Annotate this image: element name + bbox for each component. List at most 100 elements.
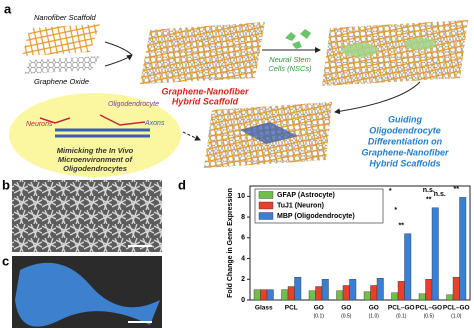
neurons-art bbox=[39, 114, 146, 126]
panel-label: b bbox=[2, 177, 10, 192]
bar bbox=[349, 279, 357, 301]
significance-label: ** bbox=[426, 197, 432, 204]
nsc-label: Neural Stem bbox=[269, 55, 311, 64]
significance-label: ** bbox=[399, 223, 405, 230]
merge-arrow bbox=[104, 41, 132, 67]
bar bbox=[459, 197, 467, 301]
x-tick-note: (1.0) bbox=[369, 313, 380, 319]
y-tick-label: 4 bbox=[241, 255, 245, 262]
x-tick-note: (1.0) bbox=[451, 313, 462, 319]
bar bbox=[336, 290, 344, 301]
hybrid-label: Graphene-Nanofiber bbox=[161, 86, 249, 96]
bar bbox=[315, 286, 323, 301]
x-tick-note: (0.5) bbox=[341, 313, 352, 319]
bar bbox=[425, 279, 433, 301]
panel-label: d bbox=[178, 177, 186, 192]
bar bbox=[452, 277, 460, 301]
cell bbox=[342, 43, 378, 57]
bar bbox=[287, 286, 295, 301]
x-tick-label: PCL bbox=[285, 305, 298, 312]
guiding-label: Graphene-Nanofiber bbox=[361, 147, 449, 157]
guiding-label: Differentiation on bbox=[368, 136, 443, 146]
oligo-stain bbox=[15, 262, 160, 327]
x-tick-note: (0.1) bbox=[396, 313, 407, 319]
diff-arrow bbox=[334, 81, 421, 115]
nsc-cells bbox=[285, 29, 311, 49]
x-tick-note: (0.1) bbox=[314, 313, 325, 319]
y-tick-label: 6 bbox=[241, 235, 245, 242]
bar bbox=[363, 291, 371, 301]
hybrid-fiber bbox=[140, 22, 265, 84]
significance-label: ** bbox=[454, 186, 460, 193]
hybrid-label: Hybrid Scaffold bbox=[172, 96, 239, 106]
legend-swatch bbox=[258, 212, 274, 220]
bar bbox=[376, 278, 384, 301]
y-tick-label: 0 bbox=[241, 297, 245, 304]
oligo-cells bbox=[240, 122, 298, 144]
significance-label: * bbox=[394, 207, 397, 214]
bar bbox=[418, 293, 426, 301]
bar bbox=[266, 289, 274, 301]
significance-label: n.s. bbox=[434, 191, 446, 198]
x-tick-label: GO bbox=[314, 305, 324, 312]
graphene-label: Graphene Oxide bbox=[34, 77, 89, 86]
bar bbox=[370, 285, 378, 301]
panel-label: a bbox=[4, 1, 12, 16]
cell bbox=[404, 38, 436, 50]
nanofiber-mesh bbox=[22, 24, 100, 56]
legend-label: TuJ1 (Neuron) bbox=[277, 202, 324, 209]
plot-frame bbox=[249, 185, 471, 301]
bar bbox=[446, 294, 454, 301]
axons-label: Axons bbox=[144, 120, 165, 127]
sem-image bbox=[12, 180, 162, 252]
x-tick-label: PCL–GO bbox=[388, 305, 415, 312]
neurons-label: Neurons bbox=[26, 121, 53, 128]
bar bbox=[294, 277, 302, 301]
bar bbox=[308, 290, 316, 301]
significance-label: n.s. bbox=[423, 187, 435, 194]
legend-label: GFAP (Astrocyte) bbox=[277, 192, 335, 199]
axons-art bbox=[55, 128, 150, 138]
scaffold-label: Nanofiber Scaffold bbox=[34, 13, 97, 22]
y-tick-label: 10 bbox=[237, 193, 245, 200]
bar bbox=[342, 285, 350, 301]
bar-chart: Fold Change in Gene Expression 0 2 4 6 8 10 Gla… bbox=[227, 185, 471, 319]
bar bbox=[431, 207, 439, 301]
mimic-arrow bbox=[182, 131, 201, 141]
bar bbox=[391, 292, 399, 301]
oligodendrocyte-label: Oligodendrocyte bbox=[108, 101, 159, 108]
bar bbox=[281, 289, 289, 301]
x-tick-label: GO bbox=[341, 305, 351, 312]
y-tick-label: 8 bbox=[241, 214, 245, 221]
seeded-fiber bbox=[322, 20, 468, 86]
mimic-label: Mimicking the In Vivo bbox=[57, 146, 134, 155]
y-axis-label: Fold Change in Gene Expression bbox=[227, 188, 234, 298]
x-tick-label: Glass bbox=[255, 305, 273, 312]
bar bbox=[397, 281, 405, 301]
bar bbox=[253, 289, 261, 301]
guiding-label: Guiding bbox=[388, 114, 422, 124]
panel-label: c bbox=[2, 253, 9, 268]
legend-swatch bbox=[258, 201, 274, 210]
mimic-label: Oligodendrocytes bbox=[63, 164, 127, 173]
guiding-label: Hybrid Scaffolds bbox=[369, 158, 440, 168]
bar bbox=[260, 289, 268, 301]
nsc-label: Cells (NSCs) bbox=[268, 64, 312, 73]
mimic-label: Microenvironment of bbox=[58, 155, 134, 164]
legend-swatch bbox=[258, 191, 274, 199]
guiding-label: Oligodendrocyte bbox=[369, 125, 441, 135]
x-tick-label: PCL–GO bbox=[415, 305, 442, 312]
bar bbox=[321, 279, 329, 301]
bar bbox=[404, 233, 412, 301]
x-tick-label: GO bbox=[369, 305, 379, 312]
panel-a-art bbox=[9, 20, 468, 177]
y-tick-label: 2 bbox=[241, 276, 245, 283]
x-tick-note: (0.5) bbox=[424, 313, 435, 319]
legend-label: MBP (Oligodendrocyte) bbox=[277, 213, 355, 220]
legend-box bbox=[254, 188, 384, 224]
significance-label: * bbox=[389, 188, 392, 195]
x-tick-label: PCL–GO bbox=[443, 305, 470, 312]
